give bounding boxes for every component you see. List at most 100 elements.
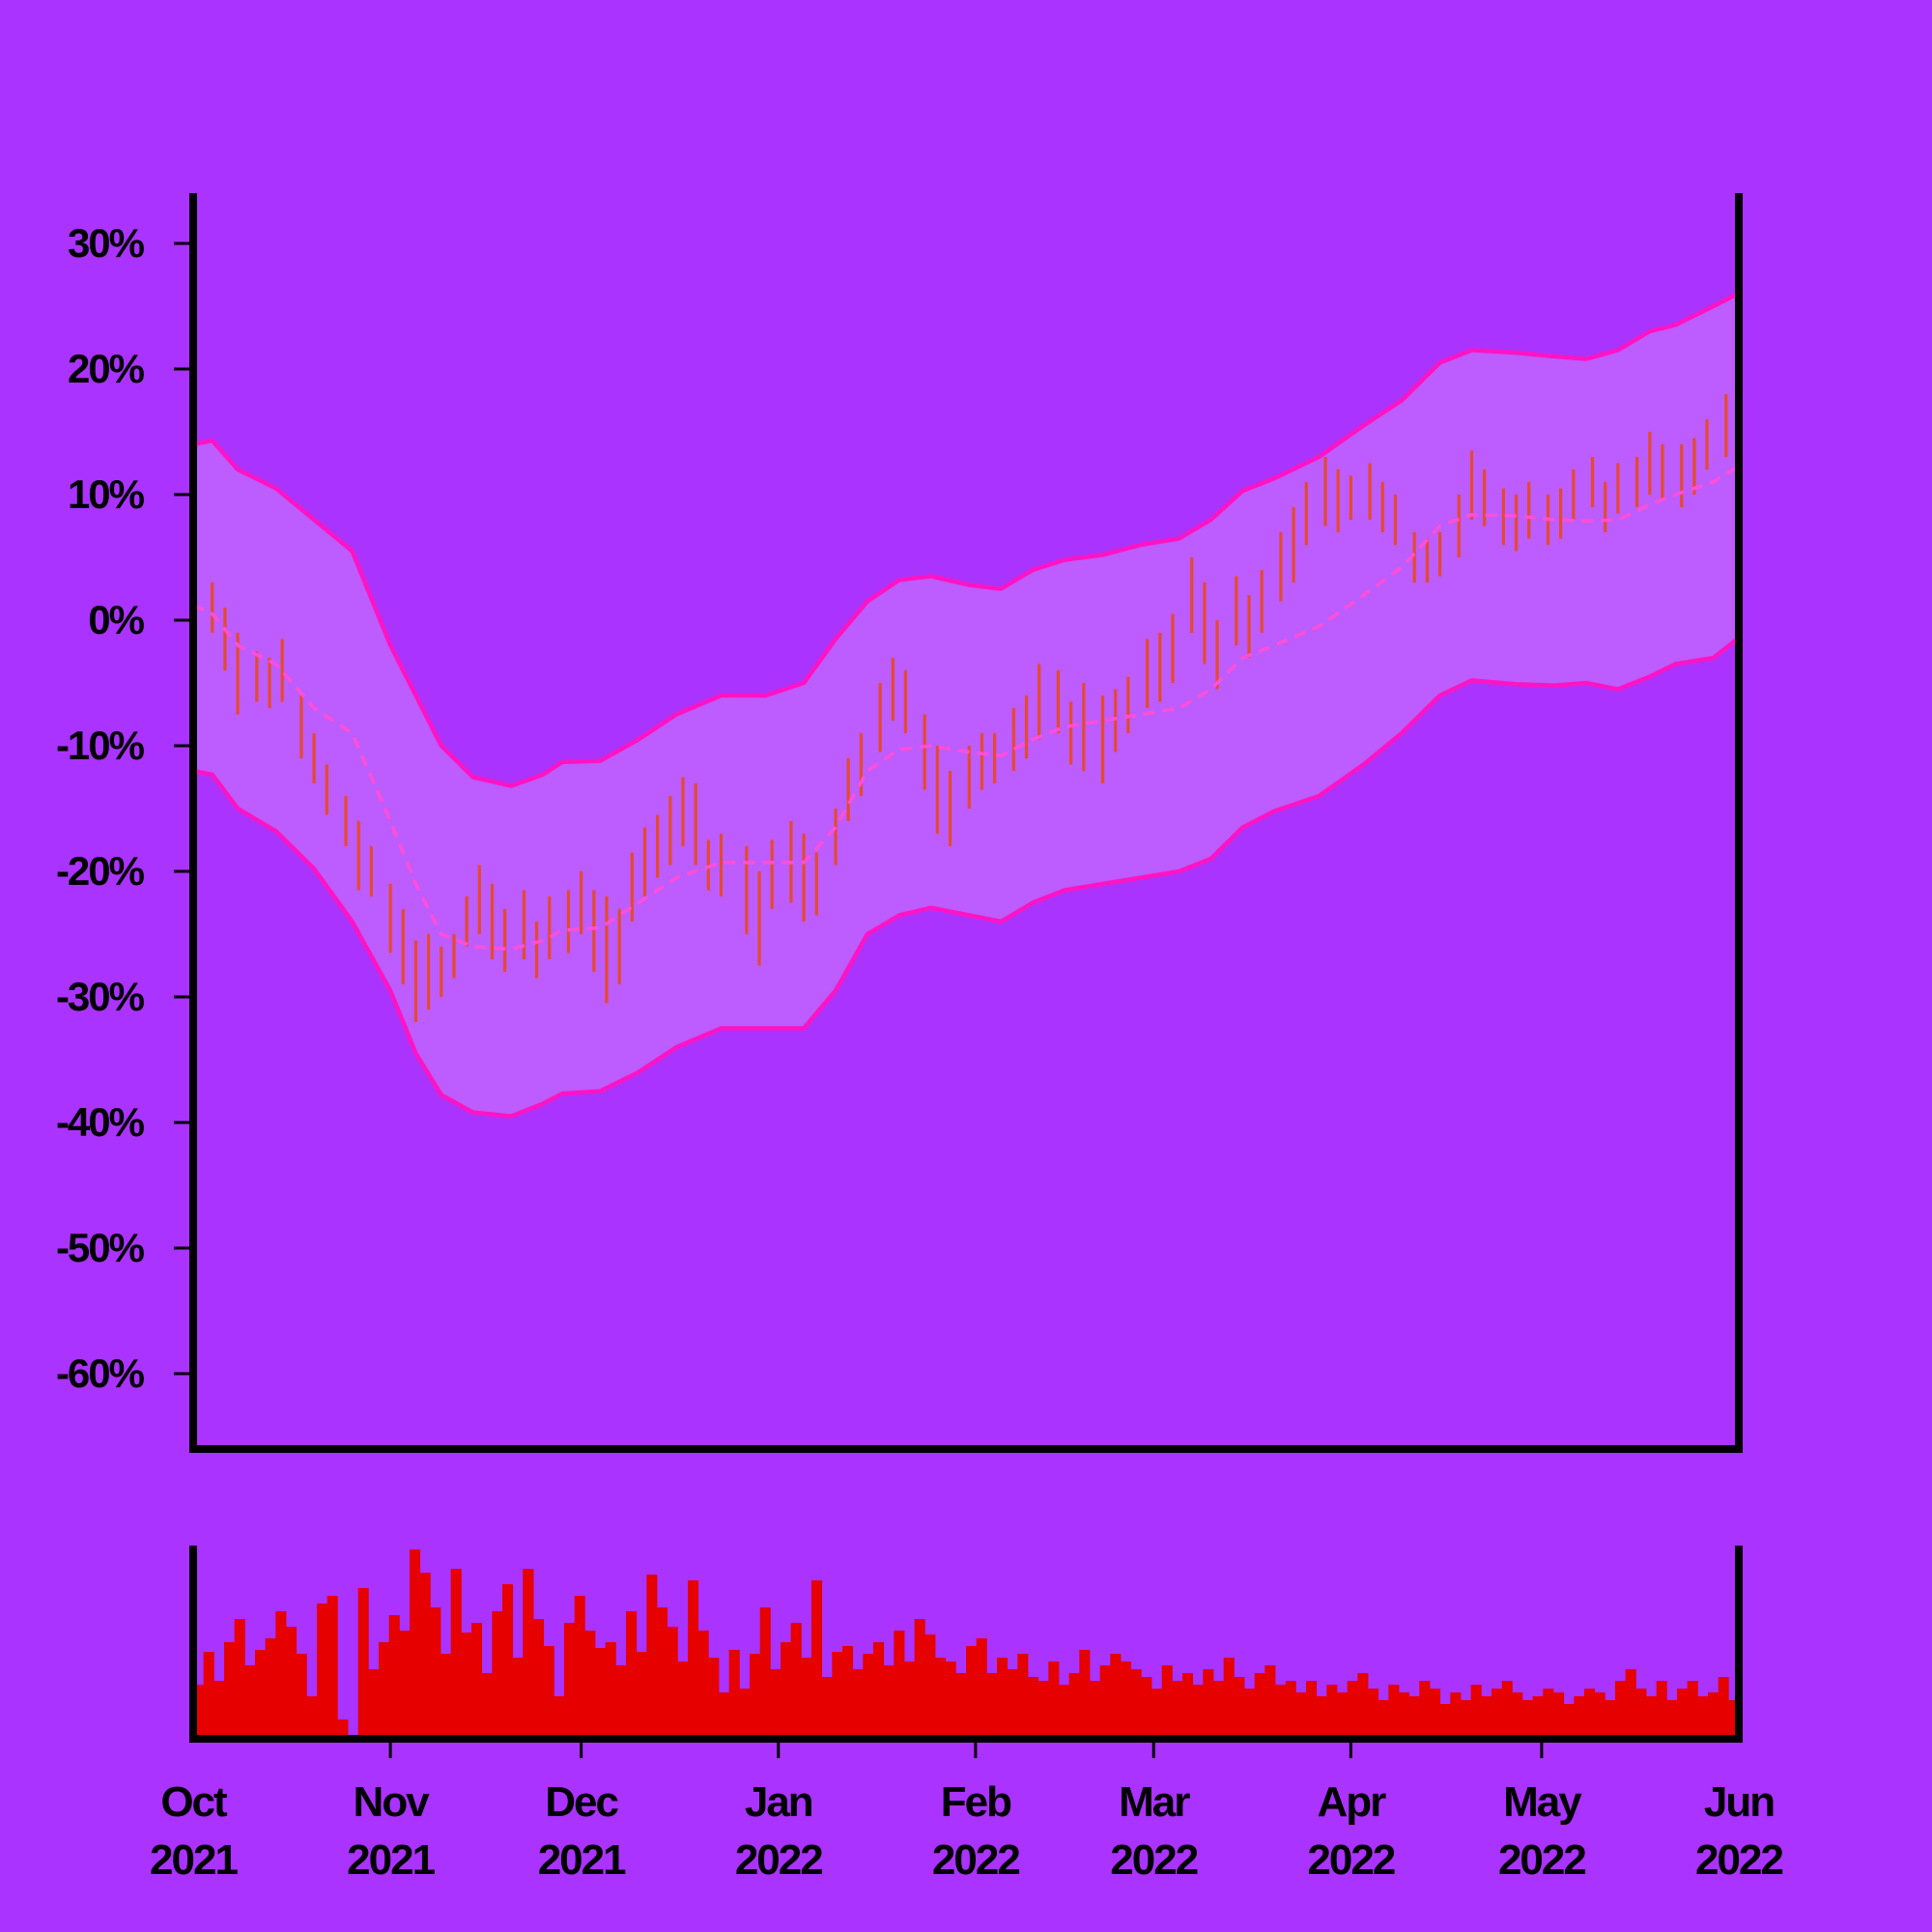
volume-bar <box>728 1650 740 1739</box>
volume-bar <box>924 1634 936 1739</box>
volume-bar <box>492 1611 503 1739</box>
volume-bar <box>605 1642 616 1739</box>
volume-bar <box>1584 1689 1596 1739</box>
volume-bar <box>626 1611 638 1739</box>
volume-bar <box>1708 1692 1719 1739</box>
volume-bar <box>986 1673 998 1739</box>
volume-bar <box>430 1607 441 1739</box>
volume-bar <box>636 1652 647 1739</box>
x-tick-label-month: Dec <box>545 1778 618 1826</box>
volume-bar <box>1419 1681 1431 1739</box>
x-tick-label-month: Mar <box>1119 1778 1190 1826</box>
volume-bar <box>832 1652 843 1739</box>
volume-bar <box>1048 1662 1060 1739</box>
volume-bar <box>523 1569 534 1739</box>
volume-bar <box>543 1646 554 1739</box>
volume-bar <box>1264 1665 1276 1739</box>
x-tick-label-year: 2022 <box>1498 1836 1585 1884</box>
volume-bar <box>1574 1696 1585 1739</box>
volume-bar <box>244 1665 256 1739</box>
volume-bar <box>894 1631 905 1739</box>
x-tick-label-month: May <box>1503 1778 1582 1826</box>
volume-bar <box>1615 1681 1627 1739</box>
volume-bar <box>203 1652 214 1739</box>
band-fill <box>193 293 1739 1117</box>
volume-bar <box>935 1658 947 1739</box>
volume-bar <box>1192 1685 1204 1739</box>
volume-bar <box>1646 1696 1658 1739</box>
volume-bar <box>697 1631 709 1739</box>
volume-bar <box>512 1658 524 1739</box>
volume-bar <box>410 1549 421 1739</box>
volume-bar <box>224 1642 236 1739</box>
x-tick-label-month: Nov <box>354 1778 431 1826</box>
volume-bar <box>667 1627 678 1739</box>
volume-bar <box>1306 1681 1318 1739</box>
volume-bar <box>1172 1681 1183 1739</box>
x-tick-label-month: Feb <box>941 1778 1011 1826</box>
x-tick-label-month: Oct <box>160 1778 228 1826</box>
volume-bar <box>1223 1658 1235 1739</box>
volume-bar <box>265 1638 276 1739</box>
x-tick-label-month: Apr <box>1317 1778 1386 1826</box>
y-tick-label: -40% <box>56 1099 145 1145</box>
volume-bar <box>399 1631 411 1739</box>
volume-bar <box>574 1596 585 1739</box>
volume-bar <box>1666 1700 1678 1739</box>
volume-bar <box>904 1662 916 1739</box>
y-tick-label: -60% <box>56 1350 145 1396</box>
volume-bar <box>1275 1685 1287 1739</box>
volume-bar <box>852 1669 864 1739</box>
volume-bar <box>234 1619 245 1739</box>
volume-bar <box>1470 1685 1482 1739</box>
volume-bar <box>1563 1704 1575 1739</box>
volume-bar <box>1605 1700 1616 1739</box>
volume-bar <box>657 1607 668 1739</box>
volume-bar <box>286 1627 298 1739</box>
y-tick-label: -20% <box>56 848 145 894</box>
volume-bar <box>564 1623 576 1739</box>
volume-bar <box>1068 1673 1080 1739</box>
y-tick-label: 30% <box>68 220 145 266</box>
volume-bar <box>750 1654 761 1739</box>
x-tick-label-year: 2022 <box>1307 1836 1394 1884</box>
x-tick-label-year: 2022 <box>1110 1836 1197 1884</box>
volume-bar <box>1357 1673 1369 1739</box>
volume-bar <box>719 1692 730 1739</box>
volume-bar <box>914 1619 925 1739</box>
x-tick-label-year: 2022 <box>735 1836 822 1884</box>
volume-bar <box>317 1604 328 1739</box>
volume-bar <box>1532 1696 1544 1739</box>
volume-bar <box>1656 1681 1667 1739</box>
volume-bar <box>1430 1689 1441 1739</box>
volume-bar <box>708 1658 720 1739</box>
volume-axes: Oct 2021 Nov 2021 Dec 2021 Jan 2022 Feb 2022 Mar 20… <box>150 1546 1784 1884</box>
volume-bar <box>801 1658 812 1739</box>
volume-bar <box>842 1646 854 1739</box>
volume-bar <box>688 1580 699 1739</box>
volume-bar <box>357 1588 369 1739</box>
x-tick-label-year: 2022 <box>1695 1836 1782 1884</box>
volume-bar <box>739 1689 751 1739</box>
volume-bar <box>1254 1673 1265 1739</box>
price-panel: 30% 20% 10% 0% -10% -20% -30% -40% -50% -60% <box>56 193 1743 1453</box>
volume-bar <box>337 1719 349 1739</box>
y-tick-label: -30% <box>56 974 145 1019</box>
volume-bar <box>615 1665 627 1739</box>
volume-bar <box>1037 1681 1049 1739</box>
volume-bar <box>1347 1681 1358 1739</box>
upper-band-line <box>193 290 1739 788</box>
volume-bar <box>1408 1696 1420 1739</box>
y-tick-label: 0% <box>88 597 144 642</box>
volume-bar <box>677 1662 689 1739</box>
volume-bar <box>193 1685 205 1739</box>
y-tick-label: -50% <box>56 1225 145 1270</box>
volume-bar <box>1099 1665 1111 1739</box>
volume-bar <box>883 1665 895 1739</box>
volume-bar <box>1481 1696 1492 1739</box>
volume-bar <box>1337 1692 1349 1739</box>
volume-bar <box>1203 1669 1214 1739</box>
volume-bar <box>461 1633 472 1739</box>
volume-bar <box>1141 1677 1152 1739</box>
x-tick-label-month: Jan <box>745 1778 812 1826</box>
